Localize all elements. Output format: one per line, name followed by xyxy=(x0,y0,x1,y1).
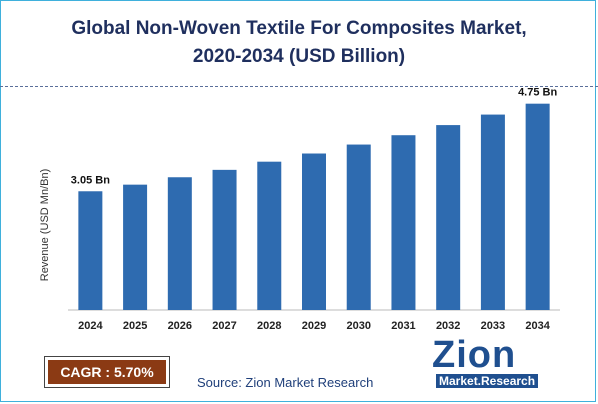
x-tick-2025: 2025 xyxy=(123,320,147,332)
bar-2025 xyxy=(123,184,148,310)
logo-subtitle: Market.Research xyxy=(436,374,539,388)
data-label-2024: 3.05 Bn xyxy=(71,174,110,186)
data-labels-group: 3.05 Bn 4.75 Bn xyxy=(71,87,558,187)
bar-2027 xyxy=(212,169,237,310)
bars-group xyxy=(78,103,550,310)
x-tick-2031: 2031 xyxy=(391,320,415,332)
bar-2033 xyxy=(480,114,505,310)
zion-logo: Zion Market.Research xyxy=(432,334,552,392)
bar-2028 xyxy=(257,161,282,310)
cagr-badge: CAGR : 5.70% xyxy=(44,356,170,388)
x-ticks-group: 2024 2025 2026 2027 2028 2029 2030 2031 2032 2033… xyxy=(78,320,551,332)
bar-2032 xyxy=(436,125,461,310)
logo-word: Zion xyxy=(432,334,517,376)
x-tick-2033: 2033 xyxy=(481,320,505,332)
data-label-2034: 4.75 Bn xyxy=(518,87,557,99)
x-tick-2029: 2029 xyxy=(302,320,326,332)
title-divider xyxy=(0,86,598,87)
chart-title-line-1: Global Non-Woven Textile For Composites … xyxy=(71,18,527,39)
chart-title-line-2: 2020-2034 (USD Billion) xyxy=(192,46,406,67)
source-note: Source: Zion Market Research xyxy=(197,375,374,390)
y-axis-label: Revenue (USD Mn/Bn) xyxy=(39,169,51,282)
x-tick-2034: 2034 xyxy=(525,320,550,332)
x-tick-2026: 2026 xyxy=(168,320,192,332)
x-tick-2030: 2030 xyxy=(346,320,370,332)
x-tick-2028: 2028 xyxy=(257,320,281,332)
bar-2031 xyxy=(391,135,416,310)
bar-2030 xyxy=(346,144,371,310)
bar-2034 xyxy=(525,103,550,310)
bar-2026 xyxy=(167,177,192,310)
x-tick-2024: 2024 xyxy=(78,320,103,332)
bar-2024 xyxy=(78,191,103,310)
cagr-text: CAGR : 5.70% xyxy=(48,360,166,384)
x-tick-2032: 2032 xyxy=(436,320,460,332)
bar-2029 xyxy=(302,153,326,310)
x-tick-2027: 2027 xyxy=(212,320,236,332)
